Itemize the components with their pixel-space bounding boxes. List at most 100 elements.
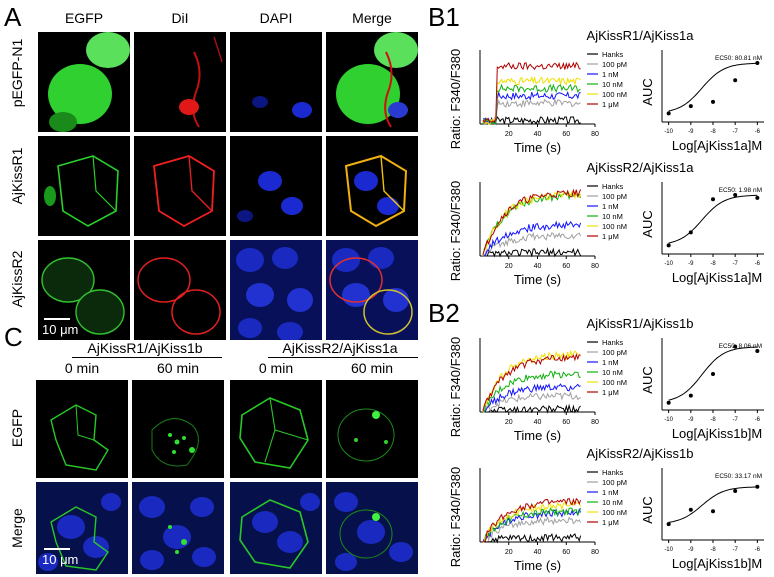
x-tick-label: 20 <box>505 549 513 556</box>
ec50-annotation: EC50: 1.98 nM <box>719 187 762 194</box>
micrograph-c-merge-3 <box>326 482 418 574</box>
x-tick-label: 80 <box>591 549 599 556</box>
x-axis-label: Time (s) <box>514 140 561 155</box>
ec50-annotation: EC50: 8.06 nM <box>719 343 762 350</box>
legend-entry: 100 nM <box>602 508 627 517</box>
panel-letter-a: A <box>4 2 22 32</box>
row-header-c-egfp: EGFP <box>9 408 25 448</box>
legend-entry: Hanks <box>602 468 624 477</box>
series-line <box>482 220 582 257</box>
x-axis-label: Log[AjKiss1a]M <box>672 138 762 153</box>
data-point <box>733 489 738 494</box>
dose-chart-r1-1b: -10 -9 -8 -7 -6 Log[AjKiss1b]M AUC EC50: 8.06 n… <box>640 338 764 441</box>
scale-bar-c <box>44 548 70 550</box>
x-tick-label: -8 <box>710 261 716 267</box>
micrograph-pegfp-egfp <box>38 32 130 132</box>
micrograph-c-egfp-3 <box>326 380 418 478</box>
legend-entry: 10 nM <box>602 212 623 221</box>
data-point <box>666 111 671 116</box>
x-tick-label: 40 <box>534 263 542 270</box>
data-point <box>755 348 760 353</box>
x-tick-label: 60 <box>562 419 570 426</box>
legend-entry: 100 pM <box>602 192 627 201</box>
micrograph-c-egfp-0 <box>36 380 128 478</box>
legend-entry: 100 pM <box>602 60 627 69</box>
time-header-3: 60 min <box>350 360 394 376</box>
col-header-dii: DiI <box>171 10 189 26</box>
row-header-c-merge: Merge <box>9 508 25 548</box>
x-tick-label: 60 <box>562 549 570 556</box>
legend-entry: 1 μM <box>602 388 619 397</box>
x-axis-label: Time (s) <box>514 428 561 443</box>
legend-entry: 1 μM <box>602 232 619 241</box>
micrograph-ajkissr1-dii <box>134 136 226 236</box>
x-tick-label: -10 <box>664 261 673 267</box>
group-underline-2 <box>268 357 418 358</box>
x-tick-label: -9 <box>688 417 694 423</box>
legend-entry: 100 pM <box>602 348 627 357</box>
y-axis-label: AUC <box>640 78 655 105</box>
series-line <box>482 188 582 255</box>
time-header-1: 60 min <box>156 360 200 376</box>
panel-letter-b1: B1 <box>428 2 460 32</box>
y-axis-label: AUC <box>640 496 655 523</box>
x-tick-label: -6 <box>755 261 761 267</box>
group-header-r1-1b: AjKissR1/AjKiss1b <box>87 340 203 356</box>
x-tick-label: 60 <box>562 263 570 270</box>
x-tick-label: 20 <box>505 131 513 138</box>
y-axis-label: AUC <box>640 210 655 237</box>
group-header-r2-1a: AjKissR2/AjKiss1a <box>282 340 398 356</box>
data-point <box>755 195 760 200</box>
y-axis-label: AUC <box>640 366 655 393</box>
data-point <box>688 230 693 235</box>
series-line <box>482 61 581 123</box>
col-header-dapi: DAPI <box>259 10 293 26</box>
x-tick-label: -10 <box>664 417 673 423</box>
x-tick-label: -9 <box>688 261 694 267</box>
series-line <box>482 391 581 413</box>
data-point <box>733 344 738 349</box>
x-tick-label: -6 <box>755 129 761 135</box>
x-tick-label: 20 <box>505 263 513 270</box>
scale-label-a: 10 μm <box>42 322 79 337</box>
x-axis-label: Log[AjKiss1a]M <box>672 270 762 285</box>
legend-entry: Hanks <box>602 338 624 347</box>
x-tick-label: -8 <box>710 129 716 135</box>
legend-entry: 10 nM <box>602 80 623 89</box>
x-tick-label: -8 <box>710 417 716 423</box>
micrograph-ajkissr2-egfp <box>38 240 130 340</box>
micrograph-ajkissr1-dapi <box>230 136 322 236</box>
series-line <box>482 97 581 126</box>
legend-entry: 1 μM <box>602 518 619 527</box>
y-axis-label: Ratio: F340/F380 <box>448 49 463 149</box>
legend-entry: 100 nM <box>602 222 627 231</box>
dose-chart-r1-1a: -10 -9 -8 -7 -6 Log[AjKiss1a]M AUC EC50: 80.81 … <box>640 50 764 153</box>
data-point <box>711 197 715 202</box>
row-header-pegfp: pEGFP-N1 <box>9 38 25 108</box>
dose-chart-r2-1b: -10 -9 -8 -7 -6 Log[AjKiss1b]M AUC EC50: 33.17 … <box>640 468 764 571</box>
data-point <box>711 372 715 376</box>
legend-entry: 1 nM <box>602 488 619 497</box>
series-line <box>482 403 581 414</box>
x-tick-label: 40 <box>534 419 542 426</box>
x-tick-label: -7 <box>733 261 739 267</box>
y-axis-label: Ratio: F340/F380 <box>448 181 463 281</box>
time-header-2: 0 min <box>258 360 294 376</box>
series-line <box>482 533 582 544</box>
micrograph-c-merge-0 <box>36 482 128 574</box>
group-underline-1 <box>72 357 222 358</box>
legend-entry: 10 nM <box>602 498 623 507</box>
scale-bar-a <box>44 318 70 320</box>
legend-entry: 1 nM <box>602 358 619 367</box>
micrograph-c-merge-2 <box>230 482 322 574</box>
data-point <box>666 400 671 405</box>
legend-entry: 1 μM <box>602 100 619 109</box>
x-tick-label: 60 <box>562 131 570 138</box>
data-point <box>755 484 760 489</box>
micrograph-ajkissr2-merge <box>326 240 418 340</box>
panel-letter-c: C <box>4 322 23 352</box>
data-point <box>666 522 671 527</box>
series-line <box>482 352 581 411</box>
series-line <box>482 507 582 543</box>
